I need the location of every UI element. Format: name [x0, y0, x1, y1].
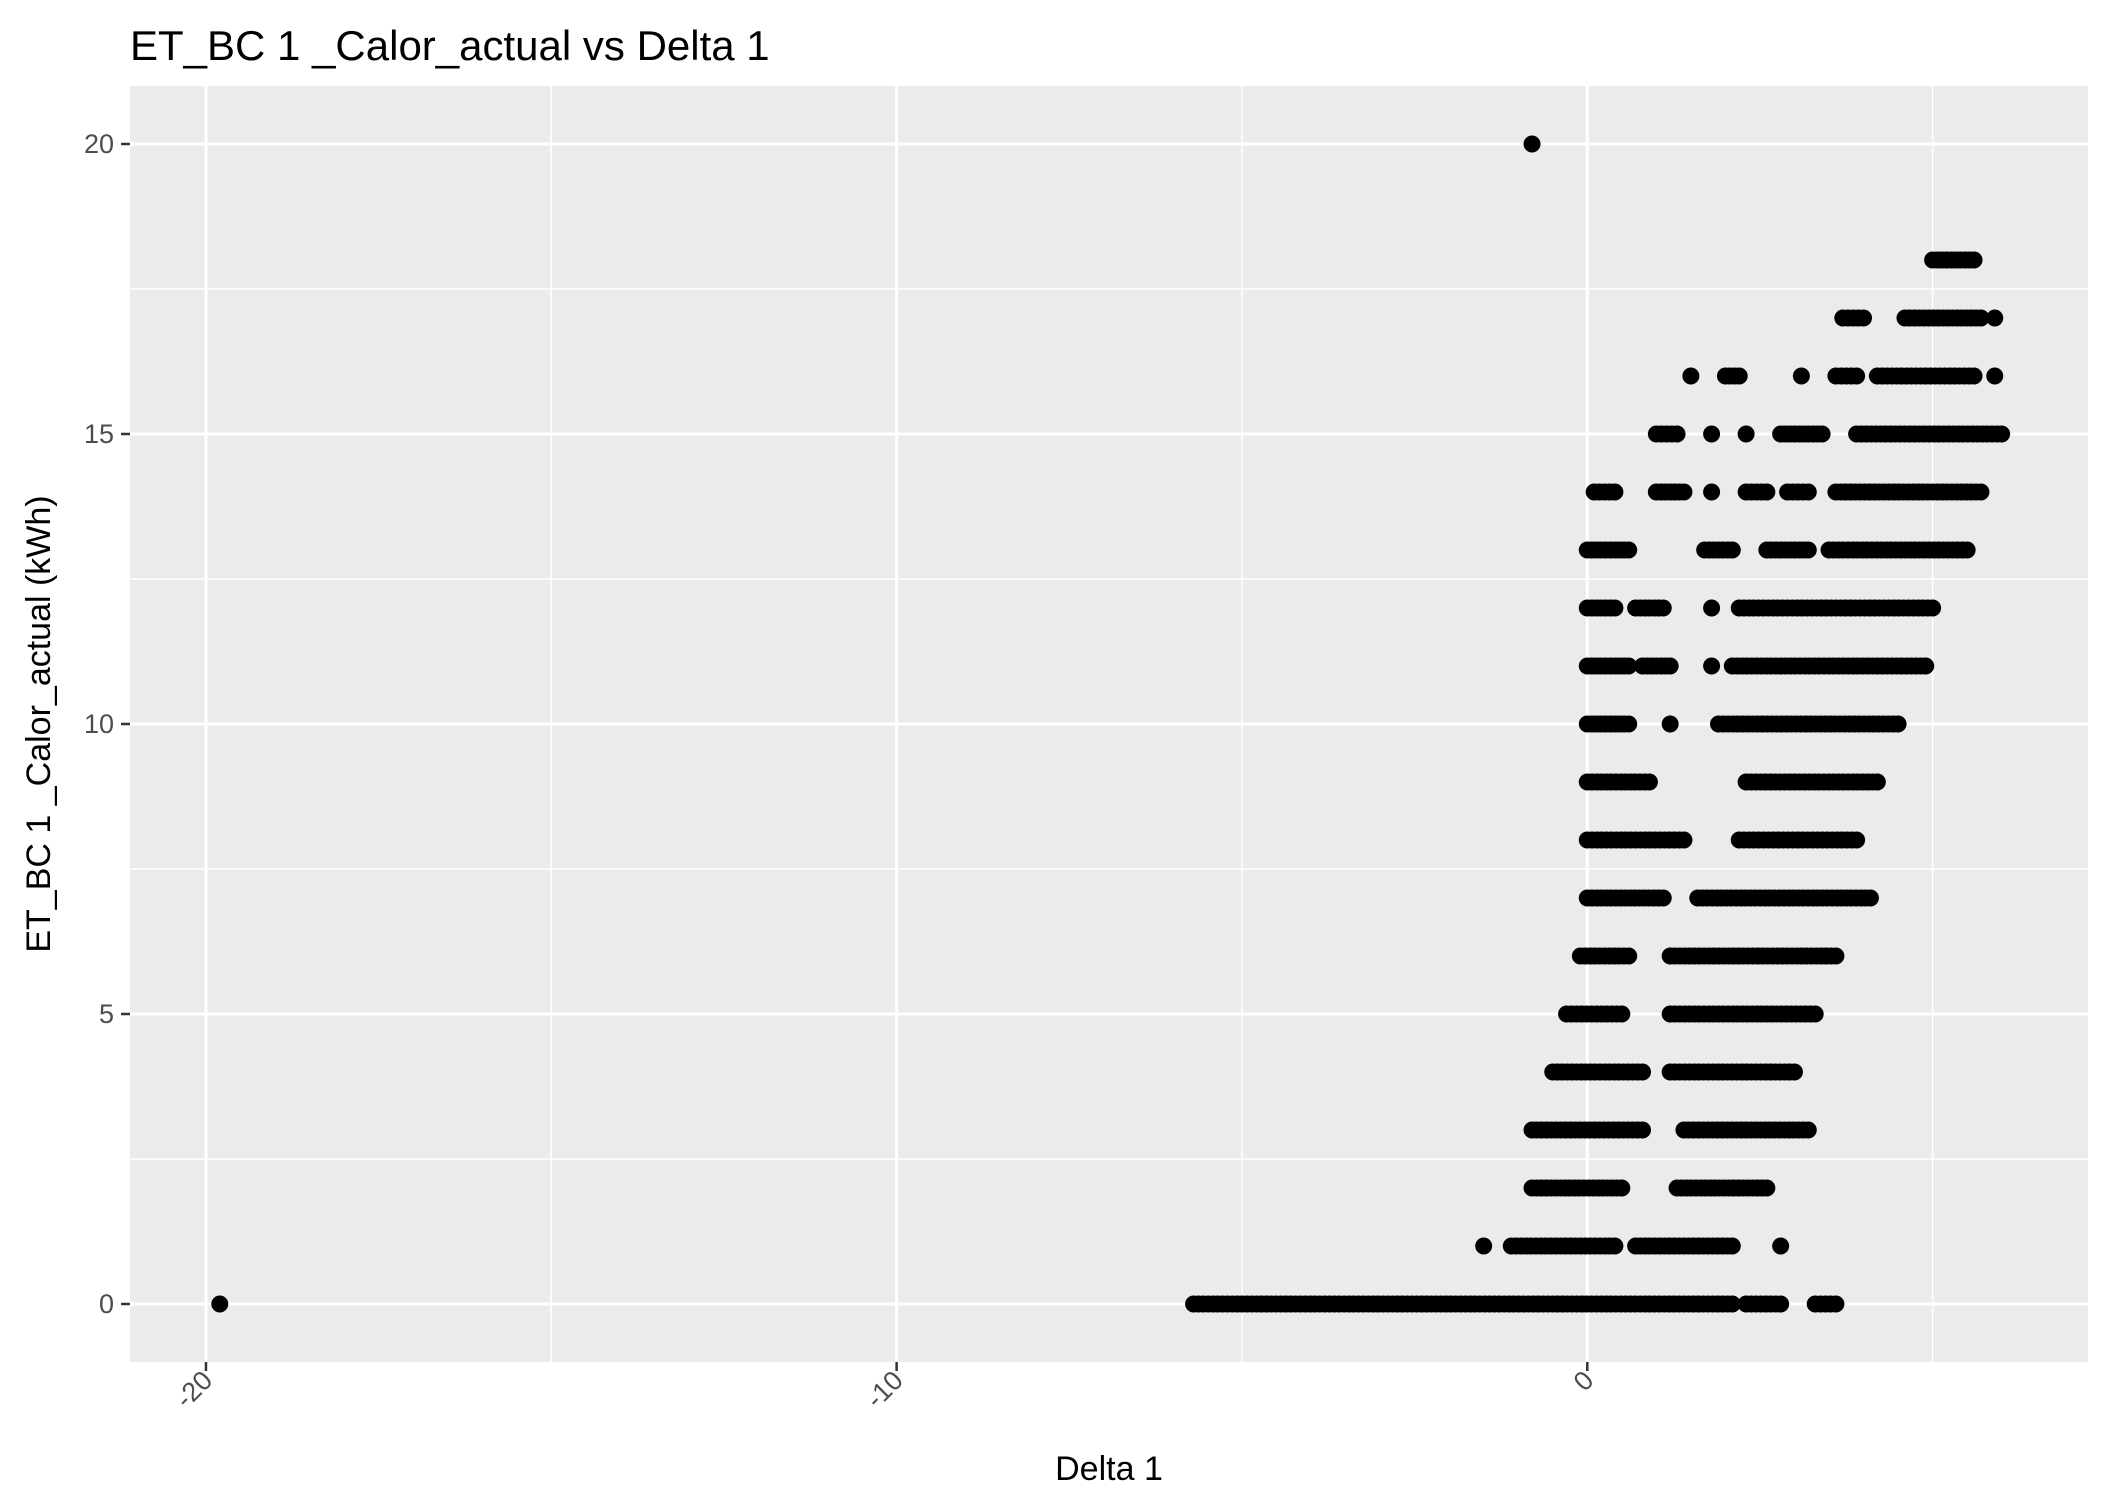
y-axis-label: ET_BC 1 _Calor_actual (kWh) — [20, 495, 58, 952]
data-point — [1620, 715, 1638, 733]
data-point — [1986, 367, 2004, 385]
data-point — [1965, 367, 1983, 385]
y-axis-ticks: 0 5 10 15 20 — [84, 129, 130, 1319]
data-point — [1799, 541, 1817, 559]
data-point — [1972, 309, 1990, 327]
data-point — [1654, 889, 1672, 907]
data-point — [1606, 483, 1624, 501]
data-point — [1730, 367, 1748, 385]
data-point — [1958, 541, 1976, 559]
data-point — [1827, 1295, 1845, 1313]
data-point — [1654, 599, 1672, 617]
data-point — [1620, 947, 1638, 965]
data-point — [1813, 425, 1831, 443]
y-tick-label: 5 — [99, 999, 114, 1029]
data-point — [1868, 773, 1886, 791]
data-point — [211, 1295, 229, 1313]
data-point — [1723, 1295, 1741, 1313]
data-point — [1848, 367, 1866, 385]
data-point — [1661, 715, 1679, 733]
y-tick-label: 15 — [84, 419, 114, 449]
data-point — [1861, 889, 1879, 907]
data-point — [1799, 483, 1817, 501]
data-point — [1737, 425, 1755, 443]
data-point — [1620, 657, 1638, 675]
data-point — [1806, 1005, 1824, 1023]
data-point — [1668, 425, 1686, 443]
data-point — [1606, 599, 1624, 617]
data-point — [1792, 367, 1810, 385]
data-point — [1993, 425, 2011, 443]
data-point — [1723, 541, 1741, 559]
data-point — [1785, 1063, 1803, 1081]
data-point — [1613, 1179, 1631, 1197]
data-point — [1799, 1121, 1817, 1139]
x-axis-label: Delta 1 — [1055, 1450, 1163, 1488]
data-point — [1758, 483, 1776, 501]
data-point — [1965, 251, 1983, 269]
data-point — [1723, 1237, 1741, 1255]
y-tick-label: 0 — [99, 1289, 114, 1319]
data-point — [1675, 483, 1693, 501]
data-point — [1703, 657, 1721, 675]
chart-title: ET_BC 1 _Calor_actual vs Delta 1 — [130, 22, 770, 69]
data-point — [1972, 483, 1990, 501]
y-tick-label: 20 — [84, 129, 114, 159]
data-point — [1924, 599, 1942, 617]
data-point — [1848, 831, 1866, 849]
data-point — [1703, 599, 1721, 617]
data-point — [1827, 947, 1845, 965]
y-tick-label: 10 — [84, 709, 114, 739]
data-point — [1986, 309, 2004, 327]
data-point — [1620, 541, 1638, 559]
data-point — [1772, 1295, 1790, 1313]
grid-major — [130, 86, 2088, 1362]
data-point — [1703, 483, 1721, 501]
data-point — [1682, 367, 1700, 385]
data-point — [1855, 309, 1873, 327]
data-point — [1640, 773, 1658, 791]
data-point — [1634, 1063, 1652, 1081]
data-point — [1889, 715, 1907, 733]
data-point — [1675, 831, 1693, 849]
data-point — [1772, 1237, 1790, 1255]
data-point — [1634, 1121, 1652, 1139]
data-point — [1606, 1237, 1624, 1255]
data-points — [211, 135, 2011, 1313]
data-point — [1613, 1005, 1631, 1023]
data-point — [1475, 1237, 1493, 1255]
data-point — [1758, 1179, 1776, 1197]
data-point — [1661, 657, 1679, 675]
data-point — [1703, 425, 1721, 443]
data-point — [1917, 657, 1935, 675]
data-point — [1523, 135, 1541, 153]
